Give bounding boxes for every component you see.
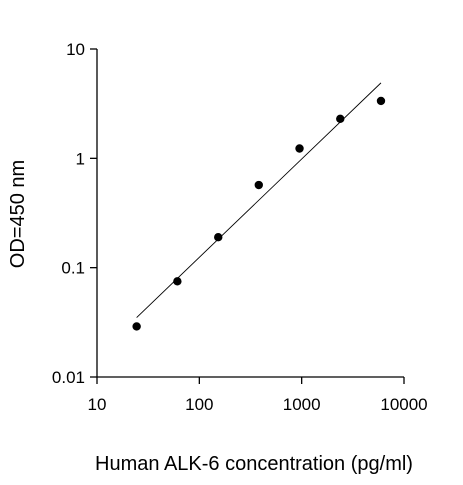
data-point bbox=[376, 96, 386, 106]
y-tick-label: 0.1 bbox=[61, 259, 85, 278]
data-point bbox=[132, 322, 141, 331]
tick-labels: 0.01 0.1 1 10 10 100 1000 10000 bbox=[52, 40, 428, 414]
x-tick-label: 10 bbox=[88, 395, 107, 414]
data-point bbox=[173, 277, 182, 286]
y-tick-label: 1 bbox=[76, 149, 85, 168]
data-point bbox=[214, 232, 223, 242]
x-tick-label: 100 bbox=[185, 395, 213, 414]
y-axis-label: OD=450 nm bbox=[7, 160, 29, 268]
x-tick-label: 10000 bbox=[380, 395, 427, 414]
y-tick-label: 10 bbox=[66, 40, 85, 59]
x-tick-label: 1000 bbox=[283, 395, 321, 414]
data-points bbox=[132, 96, 386, 331]
y-tick-label: 0.01 bbox=[52, 368, 85, 387]
data-point bbox=[254, 180, 263, 190]
data-point bbox=[295, 144, 304, 153]
data-point bbox=[336, 114, 345, 123]
axes bbox=[90, 48, 405, 384]
x-axis-label: Human ALK-6 concentration (pg/ml) bbox=[95, 453, 413, 475]
